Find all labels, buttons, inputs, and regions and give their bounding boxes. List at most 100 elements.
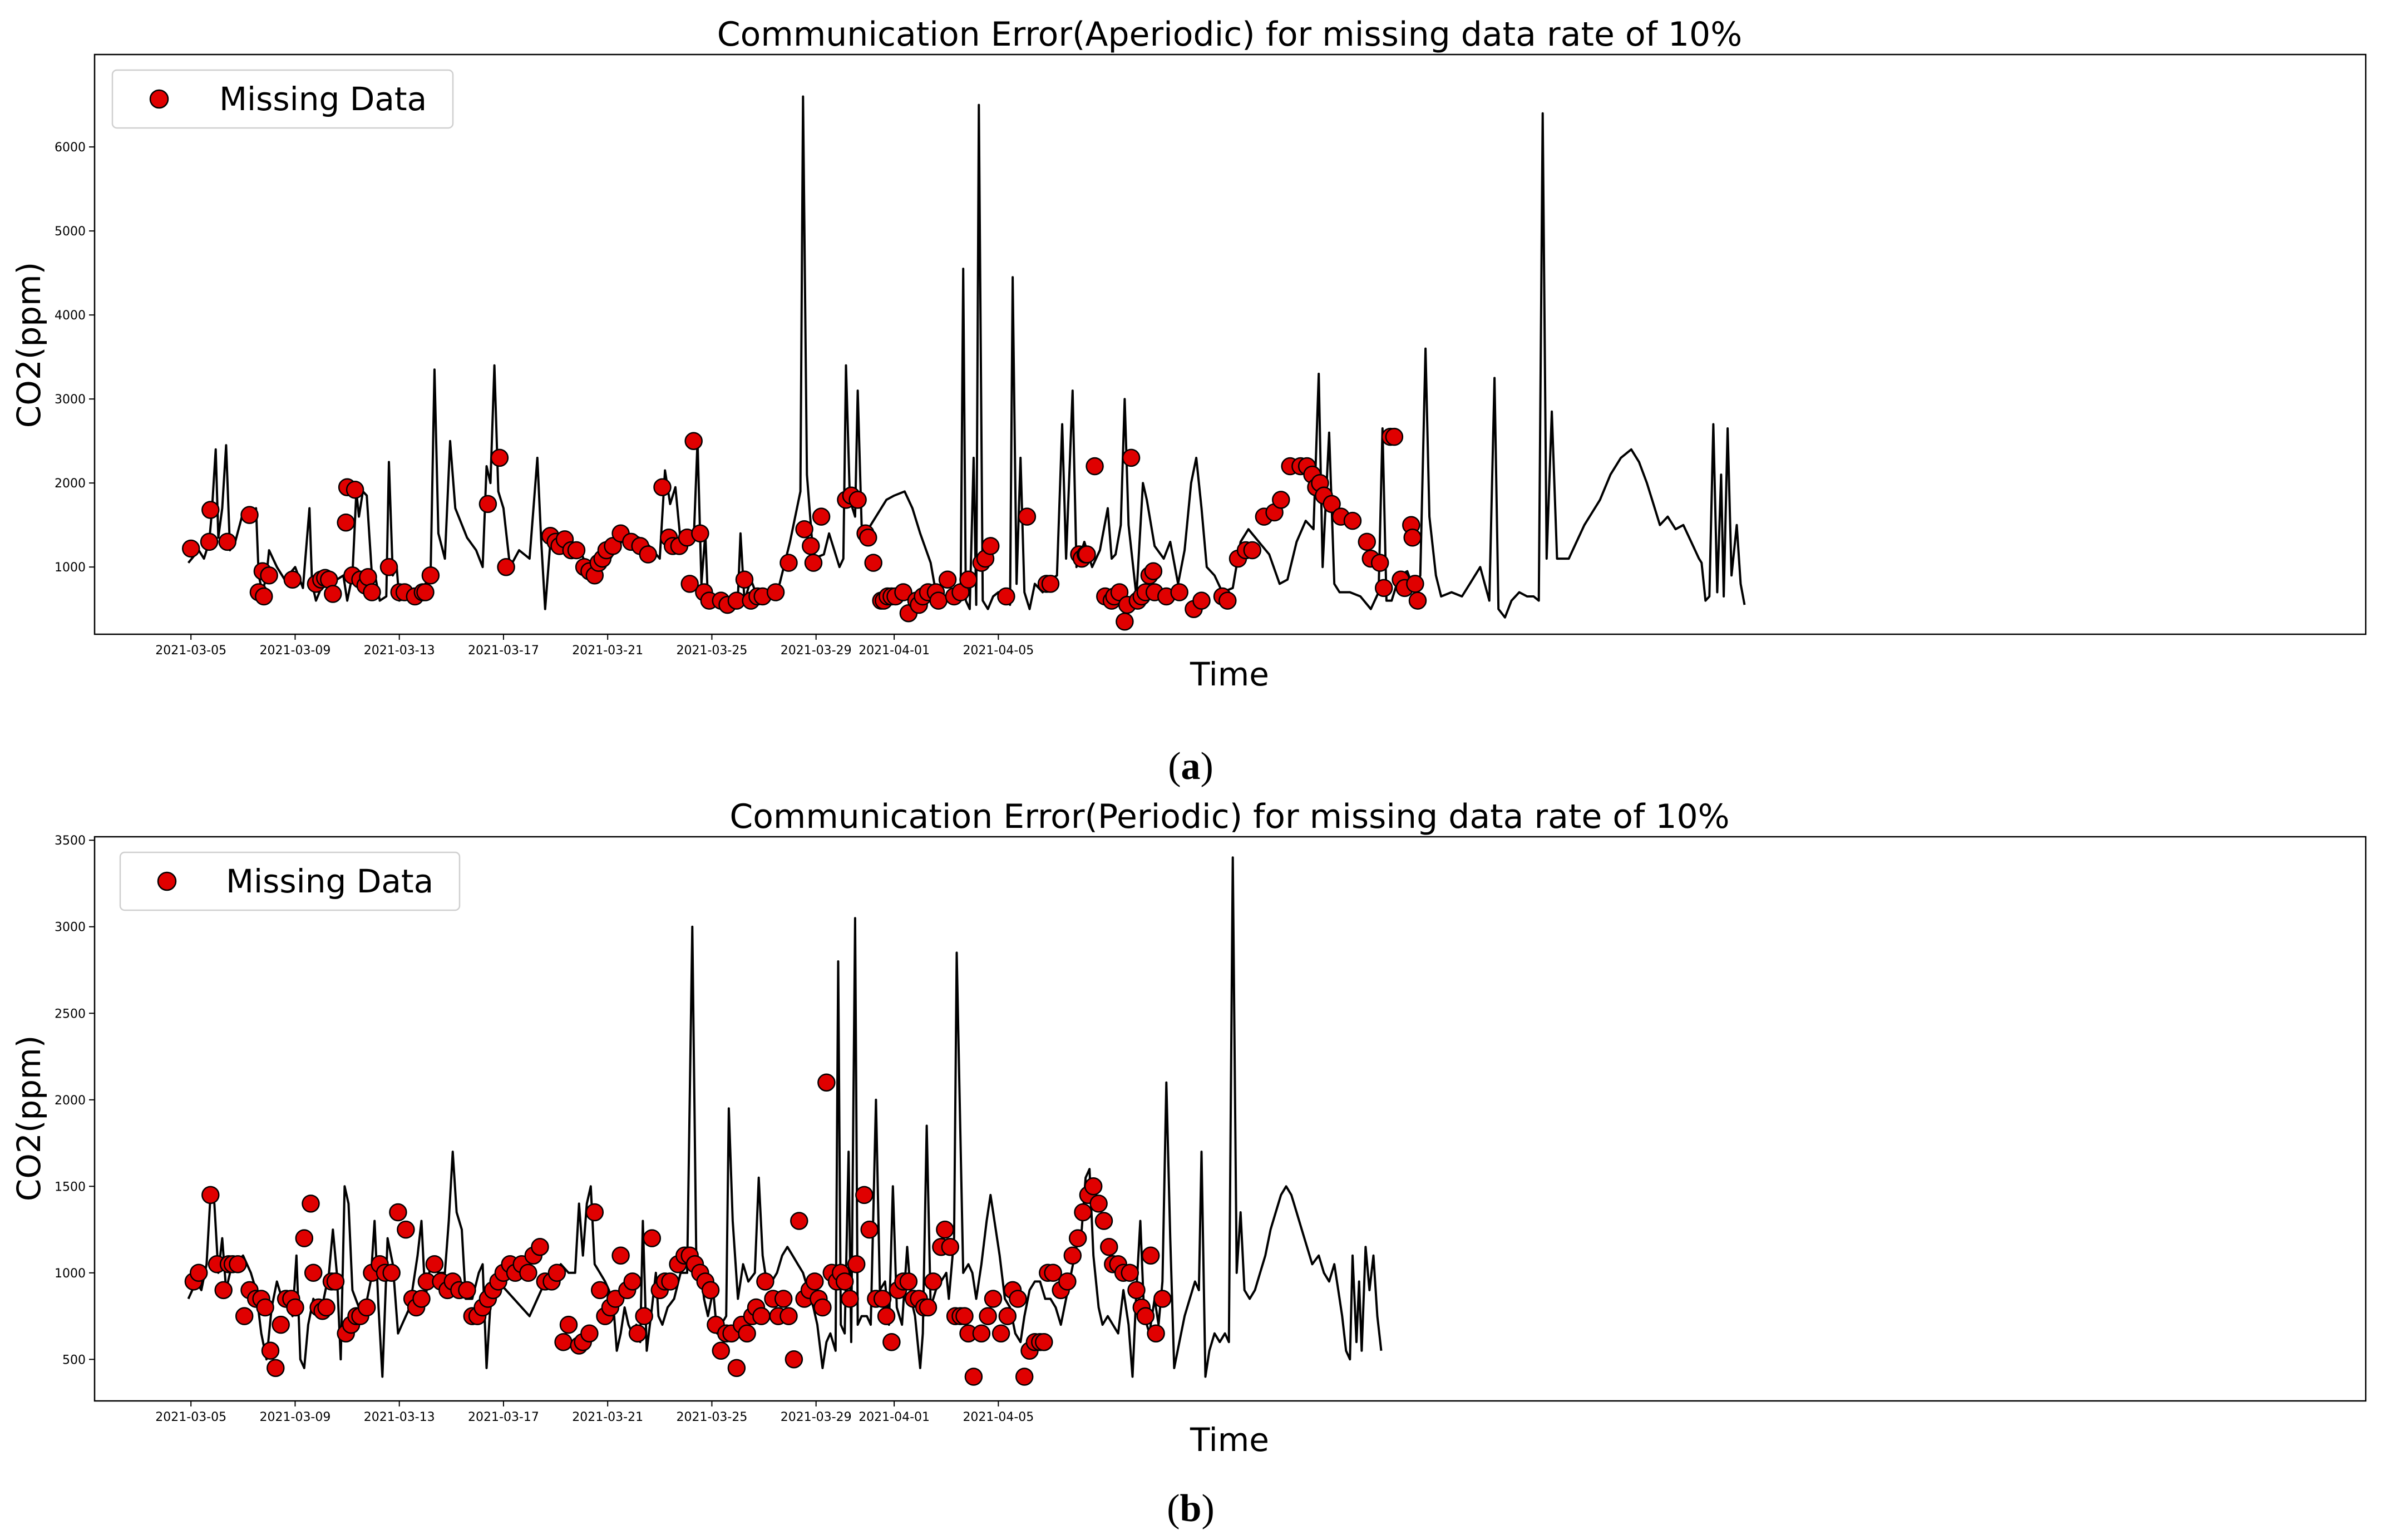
missing-data-point: [201, 1186, 220, 1205]
missing-data-point: [181, 539, 200, 558]
missing-data-point: [357, 1298, 376, 1317]
missing-data-point: [1343, 511, 1362, 530]
missing-data-point: [421, 566, 440, 585]
chart-a-series-line: [187, 95, 1746, 619]
x-tick-label: 2021-03-05: [155, 644, 226, 658]
y-tick-label: 2000: [55, 1094, 86, 1108]
x-tick-label: 2021-03-17: [468, 644, 539, 658]
missing-data-point: [295, 1229, 314, 1247]
x-tick-label: 2021-04-01: [859, 1410, 930, 1424]
missing-data-point: [1100, 1237, 1118, 1256]
missing-data-point: [1170, 583, 1188, 601]
missing-data-point: [785, 1350, 803, 1369]
chart-a-y-axis: 1000 2000 3000 4000 5000 6000: [55, 141, 95, 575]
missing-data-point: [643, 1229, 662, 1247]
missing-data-point: [346, 481, 364, 499]
y-tick-label: 1000: [55, 1267, 86, 1281]
missing-data-point: [859, 529, 877, 547]
chart-b-missing-markers: [184, 1073, 1172, 1386]
x-tick-label: 2021-03-09: [260, 644, 331, 658]
y-tick-label: 2000: [55, 477, 86, 491]
chart-b-y-axis: 500 1000 1500 2000 2500 3000 3500: [55, 834, 95, 1367]
missing-data-point: [929, 591, 948, 610]
missing-data-point: [397, 1220, 415, 1239]
chart-b-legend-label: Missing Data: [226, 862, 433, 900]
missing-data-point: [359, 568, 377, 586]
y-tick-label: 5000: [55, 225, 86, 239]
missing-data-point: [235, 1307, 254, 1325]
missing-data-point: [261, 1341, 280, 1360]
missing-data-point: [991, 1324, 1010, 1342]
caption-b-close: ): [1201, 1487, 1214, 1530]
chart-a-legend: Missing Data: [111, 69, 454, 129]
missing-data-point: [497, 557, 515, 576]
missing-data-point: [1122, 448, 1141, 467]
chart-a-missing-markers: [181, 427, 1427, 631]
x-tick-label: 2021-03-17: [468, 1410, 539, 1424]
chart-a: Communication Error(Aperiodic) for missi…: [10, 15, 2367, 693]
missing-data-point: [848, 491, 867, 509]
chart-b-x-axis: 2021-03-05 2021-03-09 2021-03-13 2021-03-17…: [155, 1401, 1034, 1424]
missing-data-point: [337, 513, 355, 532]
missing-data-point: [812, 507, 831, 526]
y-tick-label: 2500: [55, 1007, 86, 1021]
missing-data-point: [806, 1272, 824, 1291]
x-tick-label: 2021-03-29: [781, 644, 852, 658]
missing-data-point: [924, 1272, 943, 1291]
missing-data-point: [680, 575, 699, 593]
missing-data-point: [972, 1324, 991, 1342]
missing-data-point: [189, 1263, 208, 1282]
missing-data-point: [519, 1263, 537, 1282]
x-tick-label: 2021-03-13: [364, 644, 435, 658]
chart-b-legend: Missing Data: [119, 851, 461, 911]
missing-data-point: [964, 1368, 983, 1386]
chart-a-ylabel: CO2(ppm): [10, 262, 48, 428]
chart-b-legend-marker: [157, 871, 177, 891]
missing-data-point: [272, 1315, 290, 1334]
caption-b-letter: b: [1180, 1487, 1202, 1530]
missing-data-point: [416, 583, 435, 601]
missing-data-point: [389, 1203, 407, 1222]
y-tick-label: 500: [62, 1353, 86, 1367]
missing-data-point: [639, 545, 658, 564]
chart-a-title: Communication Error(Aperiodic) for missi…: [717, 15, 1742, 54]
missing-data-point: [1058, 1272, 1077, 1291]
missing-data-point: [1358, 532, 1376, 551]
chart-a-legend-box: [111, 69, 454, 129]
missing-data-point: [766, 583, 785, 601]
missing-data-point: [795, 520, 813, 539]
x-tick-label: 2021-03-29: [781, 1410, 852, 1424]
missing-data-point: [877, 1307, 896, 1325]
missing-data-point: [585, 1203, 604, 1222]
missing-data-point: [580, 1324, 599, 1342]
missing-data-point: [1370, 554, 1389, 572]
missing-data-point: [229, 1255, 247, 1274]
caption-a-open: (: [1168, 745, 1181, 788]
missing-data-point: [779, 1307, 798, 1325]
missing-data-point: [919, 1298, 938, 1317]
missing-data-point: [1116, 613, 1134, 631]
missing-data-point: [490, 448, 509, 467]
missing-data-point: [1136, 1307, 1155, 1325]
x-tick-label: 2021-04-01: [859, 644, 930, 658]
missing-data-point: [1141, 1246, 1160, 1265]
missing-data-point: [590, 1281, 609, 1300]
missing-data-point: [363, 583, 381, 601]
missing-data-point: [804, 554, 823, 572]
missing-data-point: [1374, 579, 1393, 598]
missing-data-point: [712, 1341, 731, 1360]
missing-data-point: [691, 524, 709, 543]
y-tick-label: 1500: [55, 1180, 86, 1194]
missing-data-point: [200, 532, 219, 551]
missing-data-point: [628, 1324, 647, 1342]
missing-data-point: [1218, 591, 1237, 610]
co2-line: [187, 95, 1746, 619]
missing-data-point: [735, 570, 754, 589]
missing-data-point: [661, 1272, 679, 1291]
y-tick-label: 3000: [55, 393, 86, 407]
missing-data-point: [941, 1237, 960, 1256]
missing-data-point: [1009, 1290, 1027, 1308]
missing-data-point: [1127, 1281, 1146, 1300]
missing-data-point: [283, 570, 302, 589]
missing-data-point: [256, 1298, 274, 1317]
